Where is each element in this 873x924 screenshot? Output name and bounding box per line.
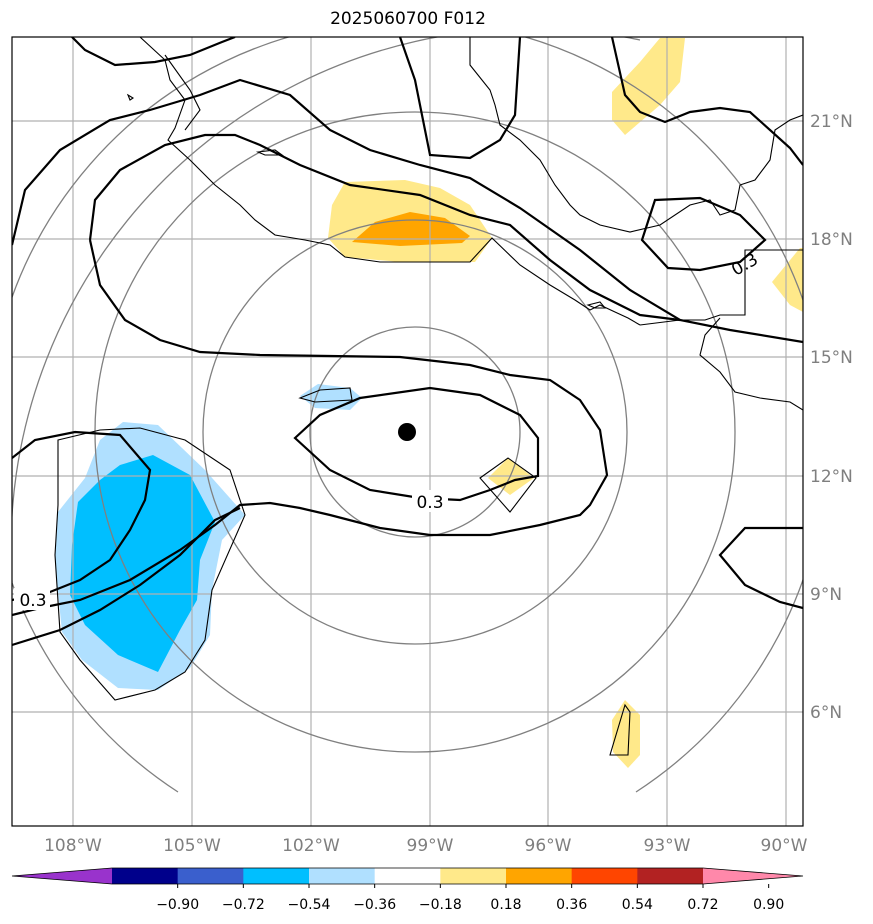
lat-tick-21n: 21°N xyxy=(810,112,853,132)
colorbar-outline xyxy=(11,867,804,885)
contour-west-lower xyxy=(12,507,241,647)
lat-tick-15n: 15°N xyxy=(810,348,853,368)
lat-tick-12n: 12°N xyxy=(810,467,853,487)
contour-north-mid xyxy=(398,37,522,160)
colorbar-segment xyxy=(440,868,507,884)
lon-tick-labels: 108°W 105°W 102°W 99°W 96°W 93°W 90°W xyxy=(44,836,808,856)
contour-outer-band xyxy=(12,78,803,344)
contour-north-cap xyxy=(71,37,236,67)
contour-lines xyxy=(12,37,803,647)
contour-southeast xyxy=(718,526,803,610)
range-rings xyxy=(12,37,803,793)
contour-label-west: 0.3 xyxy=(19,591,46,611)
lon-tick-93w: 93°W xyxy=(644,836,691,856)
shade-north-coast-orange xyxy=(352,212,470,246)
shade-west-deepblue xyxy=(70,455,215,672)
lon-tick-99w: 99°W xyxy=(407,836,454,856)
colorbar-tick-label: 0.90 xyxy=(753,897,784,913)
contour-inner-north xyxy=(12,239,609,617)
colorbar-tick-label: −0.18 xyxy=(419,897,462,913)
coastline-central-america xyxy=(699,317,803,411)
map-frame xyxy=(11,36,804,827)
colorbar-tick-label: 0.54 xyxy=(622,897,653,913)
coastline-island-east xyxy=(586,301,607,309)
colorbar-segment xyxy=(112,868,179,884)
contour-label-bg-center xyxy=(412,490,448,512)
colorbar-segment xyxy=(506,868,573,884)
lat-tick-9n: 9°N xyxy=(810,585,842,605)
coastline-islands xyxy=(54,387,631,756)
colorbar-extend-low xyxy=(12,868,112,884)
colorbar-tick-label: −0.54 xyxy=(288,897,331,913)
colorbar: −0.90 −0.72 −0.54 −0.36 −0.18 0.18 0.36 0.54 0.7… xyxy=(11,867,804,913)
colorbar-tick-label: 0.18 xyxy=(490,897,521,913)
contour-northeast xyxy=(610,37,803,166)
colorbar-segment xyxy=(309,868,376,884)
lon-tick-96w: 96°W xyxy=(525,836,572,856)
colorbar-tick-label: −0.72 xyxy=(222,897,265,913)
lon-tick-105w: 105°W xyxy=(163,836,221,856)
contour-west-loop xyxy=(12,430,152,602)
coastline-mexico-pacific xyxy=(139,37,641,326)
negative-anomaly-shading xyxy=(55,384,362,690)
colorbar-segment xyxy=(243,868,310,884)
colorbar-tick-label: 0.72 xyxy=(687,897,718,913)
colorbar-segment xyxy=(177,868,244,884)
lon-tick-108w: 108°W xyxy=(44,836,102,856)
contour-upper-ridge xyxy=(88,133,681,322)
lat-tick-18n: 18°N xyxy=(810,230,853,250)
colorbar-segment xyxy=(374,868,441,884)
lat-tick-6n: 6°N xyxy=(810,703,842,723)
colorbar-tick-label: −0.90 xyxy=(156,897,199,913)
contour-label-center: 0.3 xyxy=(416,493,443,513)
map-title: 2025060700 F012 xyxy=(330,9,486,29)
lon-tick-90w: 90°W xyxy=(761,836,808,856)
contour-east-loop xyxy=(640,196,767,272)
contour-label-bg-west xyxy=(14,588,50,610)
colorbar-tick-label: −0.36 xyxy=(353,897,396,913)
lat-tick-labels: 21°N 18°N 15°N 12°N 9°N 6°N xyxy=(810,112,853,723)
contour-center-loop xyxy=(293,386,540,502)
coastline-baja xyxy=(164,54,201,131)
storm-center-marker xyxy=(398,423,416,441)
lon-tick-102w: 102°W xyxy=(282,836,340,856)
shade-east-yellow xyxy=(772,248,803,312)
shade-south-yellow xyxy=(612,700,640,768)
colorbar-segment xyxy=(571,868,638,884)
colorbar-tick-label: 0.36 xyxy=(556,897,587,913)
colorbar-segment xyxy=(637,868,704,884)
colorbar-extend-high xyxy=(703,868,803,884)
coastline-gulf xyxy=(469,37,803,233)
